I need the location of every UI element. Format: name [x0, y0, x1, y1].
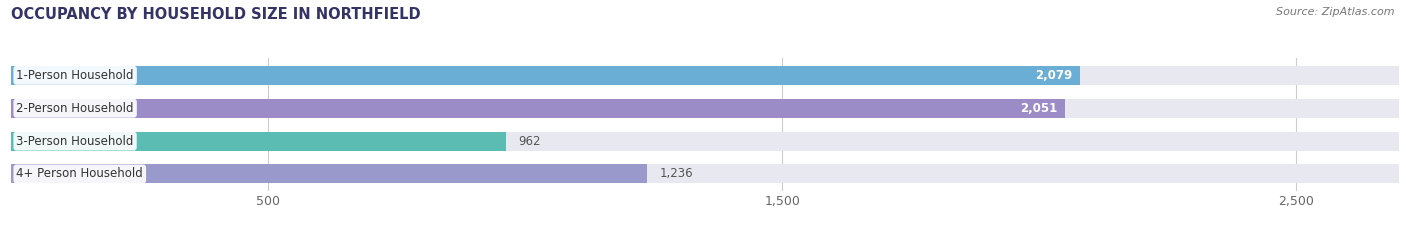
Bar [11, 132, 1399, 151]
Bar [11, 99, 1399, 118]
Bar [11, 164, 1399, 184]
Bar [11, 164, 647, 184]
Text: 3-Person Household: 3-Person Household [17, 135, 134, 147]
Bar [11, 99, 1066, 118]
Text: 2-Person Household: 2-Person Household [17, 102, 134, 115]
Text: 1,236: 1,236 [659, 168, 693, 181]
Bar [11, 66, 1080, 85]
Text: OCCUPANCY BY HOUSEHOLD SIZE IN NORTHFIELD: OCCUPANCY BY HOUSEHOLD SIZE IN NORTHFIEL… [11, 7, 420, 22]
Text: 2,079: 2,079 [1035, 69, 1073, 82]
Text: 1-Person Household: 1-Person Household [17, 69, 134, 82]
Bar [11, 66, 1399, 85]
Text: Source: ZipAtlas.com: Source: ZipAtlas.com [1277, 7, 1395, 17]
Text: 4+ Person Household: 4+ Person Household [17, 168, 143, 181]
Text: 2,051: 2,051 [1021, 102, 1057, 115]
Text: 962: 962 [519, 135, 541, 147]
Bar [11, 132, 506, 151]
